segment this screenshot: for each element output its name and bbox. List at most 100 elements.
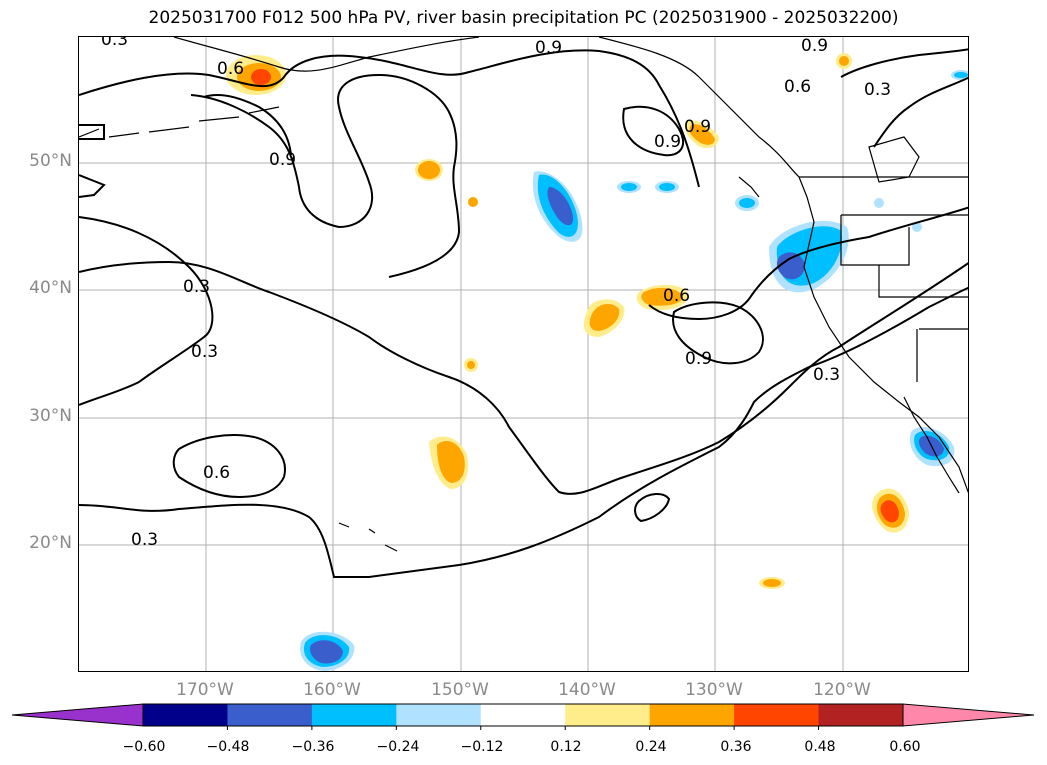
colorbar-tick-label: −0.60: [122, 739, 166, 755]
colorbar-segment: [565, 704, 651, 726]
baja-california: [903, 396, 960, 494]
pv-contour-0.3b: [79, 124, 105, 140]
precip-blob: [659, 183, 675, 191]
colorbar-segment: [734, 704, 820, 726]
contour-label: 0.6: [217, 59, 244, 79]
colorbar-segment: [227, 704, 313, 726]
pv-contours: [79, 48, 968, 578]
pv-contour-0.9c: [622, 105, 684, 157]
pv-contour-0.6c: [172, 434, 286, 499]
lon-label-140w: 140°W: [558, 680, 616, 700]
precip-blob: [437, 441, 465, 483]
precip-blob: [641, 287, 683, 306]
contour-label: 0.6: [784, 77, 811, 97]
contour-label: 0.3: [813, 365, 840, 385]
vancouver-island: [868, 136, 920, 183]
contour-label: 0.6: [203, 463, 230, 483]
colorbar-tick-label: 0.24: [635, 739, 667, 755]
lon-label-130w: 130°W: [685, 680, 743, 700]
pv-contour-0.3a: [79, 49, 700, 188]
contour-label: 0.3: [101, 37, 128, 50]
pv-contour-0.6d: [840, 48, 968, 78]
gridlines: [79, 37, 968, 671]
precip-shading: [226, 53, 968, 671]
precip-blob: [251, 69, 271, 85]
colorbar-segment: [311, 704, 397, 726]
pv-contour-0.9b: [203, 94, 292, 156]
lat-label-30n: 30°N: [29, 406, 72, 426]
precip-blob: [621, 183, 637, 191]
map-title: 2025031700 F012 500 hPa PV, river basin …: [148, 8, 899, 28]
colorbar-tick-label: −0.12: [460, 739, 504, 755]
precip-blob: [912, 222, 922, 232]
precip-blob: [689, 124, 715, 145]
state-borders: [840, 214, 968, 298]
hawaii-islands: [338, 522, 398, 552]
contour-label: 0.9: [654, 132, 681, 152]
west-coast: [798, 176, 968, 494]
pv-contour-0.6a: [79, 260, 968, 495]
contour-labels: 0.3 0.9 0.9 0.6 0.3 0.6 0.9 0.9 0.9 0.3 …: [101, 37, 891, 550]
colorbar-segments: [11, 703, 1035, 730]
contour-label: 0.9: [269, 150, 296, 170]
pv-contour-0.3d: [79, 216, 214, 406]
map-canvas: 0.3 0.9 0.9 0.6 0.3 0.6 0.9 0.9 0.9 0.3 …: [79, 37, 968, 671]
contour-label: 0.3: [183, 277, 210, 297]
map-panel[interactable]: 0.3 0.9 0.9 0.6 0.3 0.6 0.9 0.9 0.9 0.3 …: [78, 36, 969, 672]
colorbar-tick-label: −0.36: [291, 739, 335, 755]
colorbar-tick-label: 0.48: [804, 739, 836, 755]
colorbar: [11, 703, 1035, 730]
precip-blob: [880, 500, 899, 523]
colorbar-segment: [480, 704, 566, 726]
lat-label-20n: 20°N: [29, 533, 72, 553]
contour-label: 0.6: [663, 286, 690, 306]
precip-blob: [776, 252, 805, 280]
se-alaska-coast: [598, 37, 800, 178]
contour-label: 0.9: [684, 117, 711, 137]
colorbar-tick-label: −0.24: [376, 739, 420, 755]
precip-blob: [418, 161, 440, 179]
lon-label-170w: 170°W: [176, 680, 234, 700]
lat-label-40n: 40°N: [29, 278, 72, 298]
queen-charlotte-islands: [738, 176, 760, 198]
precip-blob: [874, 198, 884, 208]
contour-label: 0.9: [685, 349, 712, 369]
colorbar-segment: [818, 704, 904, 726]
mexico-border: [916, 328, 968, 382]
lat-label-50n: 50°N: [29, 151, 72, 171]
coastlines: [79, 37, 968, 552]
contour-label: 0.9: [801, 37, 828, 56]
pv-contour-0.9a: [190, 73, 461, 278]
precip-blob: [763, 579, 781, 587]
pv-contour-0.3g: [873, 76, 968, 148]
precip-blob: [839, 56, 849, 66]
alaska-coast: [173, 37, 480, 72]
precip-blob: [467, 361, 475, 369]
precip-blob: [547, 187, 574, 226]
pv-contour-0.9d: [672, 301, 764, 365]
colorbar-tick-label: 0.36: [720, 739, 752, 755]
colorbar-extend-high: [902, 703, 1035, 727]
contour-label: 0.3: [864, 80, 891, 100]
colorbar-tick-label: 0.60: [889, 739, 921, 755]
lon-label-160w: 160°W: [303, 680, 361, 700]
precip-blob: [589, 303, 620, 331]
pv-contour-0.9e: [634, 493, 671, 523]
colorbar-extend-low: [11, 703, 144, 727]
colorbar-segment: [396, 704, 482, 726]
precip-blob: [468, 197, 478, 207]
contour-label: 0.9: [535, 38, 562, 58]
contour-label: 0.3: [131, 530, 158, 550]
aleutian-islands: [79, 106, 280, 138]
lon-label-150w: 150°W: [431, 680, 489, 700]
pv-contour-0.3e: [79, 366, 810, 578]
colorbar-segment: [143, 704, 228, 726]
precip-blob: [310, 640, 343, 664]
precip-blob: [954, 72, 968, 78]
lon-label-120w: 120°W: [813, 680, 871, 700]
pv-contour-0.3c: [79, 174, 106, 198]
pv-contour-0.3f: [808, 286, 968, 368]
colorbar-tick-label: 0.12: [550, 739, 582, 755]
colorbar-segment: [649, 704, 735, 726]
pv-contour-0.6b: [648, 206, 968, 321]
